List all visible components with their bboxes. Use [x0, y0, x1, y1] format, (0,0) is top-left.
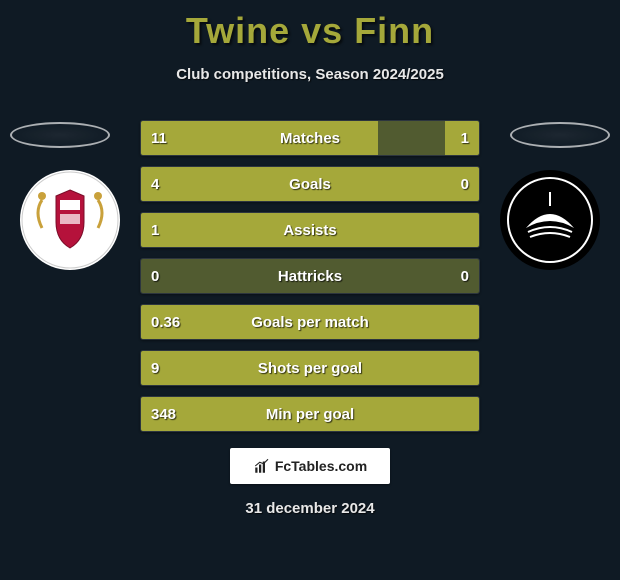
stat-row: 00Hattricks: [140, 258, 480, 294]
bar-full: [141, 167, 479, 201]
stat-row: 348Min per goal: [140, 396, 480, 432]
pedestal-right: [510, 122, 610, 148]
stat-value-left: 11: [151, 121, 167, 155]
brand-badge: FcTables.com: [230, 448, 390, 484]
bar-empty: [141, 259, 479, 293]
stat-value-right: 0: [461, 167, 469, 201]
brand-icon: [253, 457, 271, 475]
bar-full: [141, 213, 479, 247]
page-subtitle: Club competitions, Season 2024/2025: [0, 66, 620, 83]
page-title: Twine vs Finn: [0, 0, 620, 52]
club-crest-left: [20, 170, 120, 270]
stat-value-right: 1: [461, 121, 469, 155]
bar-full: [141, 305, 479, 339]
bar-full: [141, 351, 479, 385]
club-crest-right: [500, 170, 600, 270]
stat-value-left: 9: [151, 351, 159, 385]
stat-row: 1Assists: [140, 212, 480, 248]
brand-label: FcTables.com: [275, 458, 367, 474]
stat-value-left: 0.36: [151, 305, 180, 339]
stat-value-left: 1: [151, 213, 159, 247]
stat-row: 0.36Goals per match: [140, 304, 480, 340]
pedestal-left: [10, 122, 110, 148]
bar-mid: [378, 121, 446, 155]
stat-row: 9Shots per goal: [140, 350, 480, 386]
date-label: 31 december 2024: [0, 500, 620, 517]
bar-left: [141, 121, 378, 155]
stat-row: 40Goals: [140, 166, 480, 202]
stat-value-left: 4: [151, 167, 159, 201]
stat-value-left: 348: [151, 397, 176, 431]
stats-chart: 111Matches40Goals1Assists00Hattricks0.36…: [140, 120, 480, 442]
bar-full: [141, 397, 479, 431]
stat-row: 111Matches: [140, 120, 480, 156]
stat-value-right: 0: [461, 259, 469, 293]
stat-value-left: 0: [151, 259, 159, 293]
